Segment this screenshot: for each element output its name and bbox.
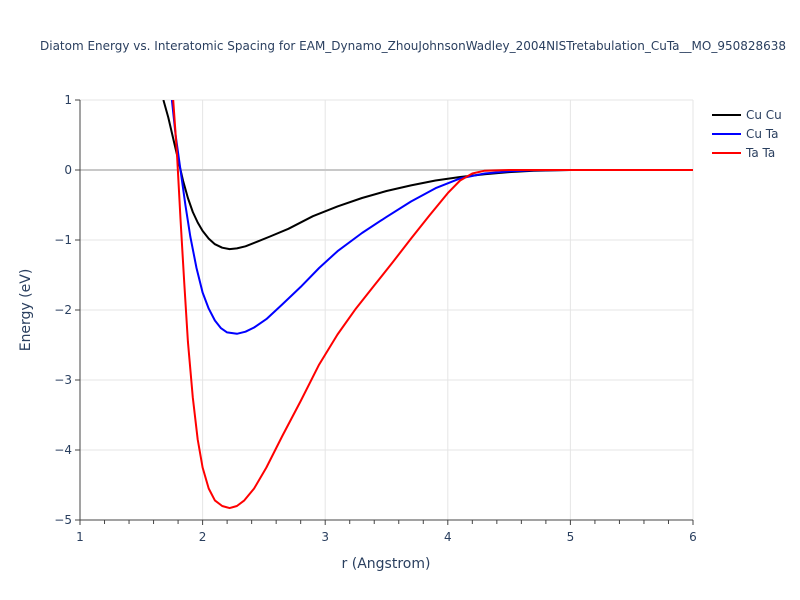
x-tick-label: 6 [689,530,697,544]
y-tick-label: −4 [54,443,72,457]
x-tick-label: 5 [567,530,575,544]
y-tick-label: −2 [54,303,72,317]
legend-label: Cu Cu [746,108,782,122]
legend-label: Ta Ta [745,146,775,160]
legend-label: Cu Ta [746,127,779,141]
y-tick-label: −1 [54,233,72,247]
x-tick-label: 3 [321,530,329,544]
y-axis-title: Energy (eV) [18,269,34,352]
axes [75,99,694,525]
y-tick-label: 0 [64,163,72,177]
x-tick-label: 4 [444,530,452,544]
x-axis-title: r (Angstrom) [342,556,431,572]
x-tick-label: 1 [76,530,84,544]
series-line-cu-cu [162,100,693,251]
y-tick-label: −3 [54,373,72,387]
y-tick-label: 1 [64,93,72,107]
y-tick-label: −5 [54,513,72,527]
series-line-ta-ta [172,100,693,510]
chart-title: Diatom Energy vs. Interatomic Spacing fo… [40,39,786,53]
legend-item[interactable]: Cu Ta [712,127,779,141]
tick-labels: 1 2 3 4 5 6 1 0 −1 −2 −3 −4 −5 [54,93,697,544]
legend[interactable]: Cu Cu Cu Ta Ta Ta [712,108,782,160]
series-layer [162,100,693,510]
legend-item[interactable]: Ta Ta [712,146,775,160]
legend-item[interactable]: Cu Cu [712,108,782,122]
x-tick-label: 2 [199,530,207,544]
